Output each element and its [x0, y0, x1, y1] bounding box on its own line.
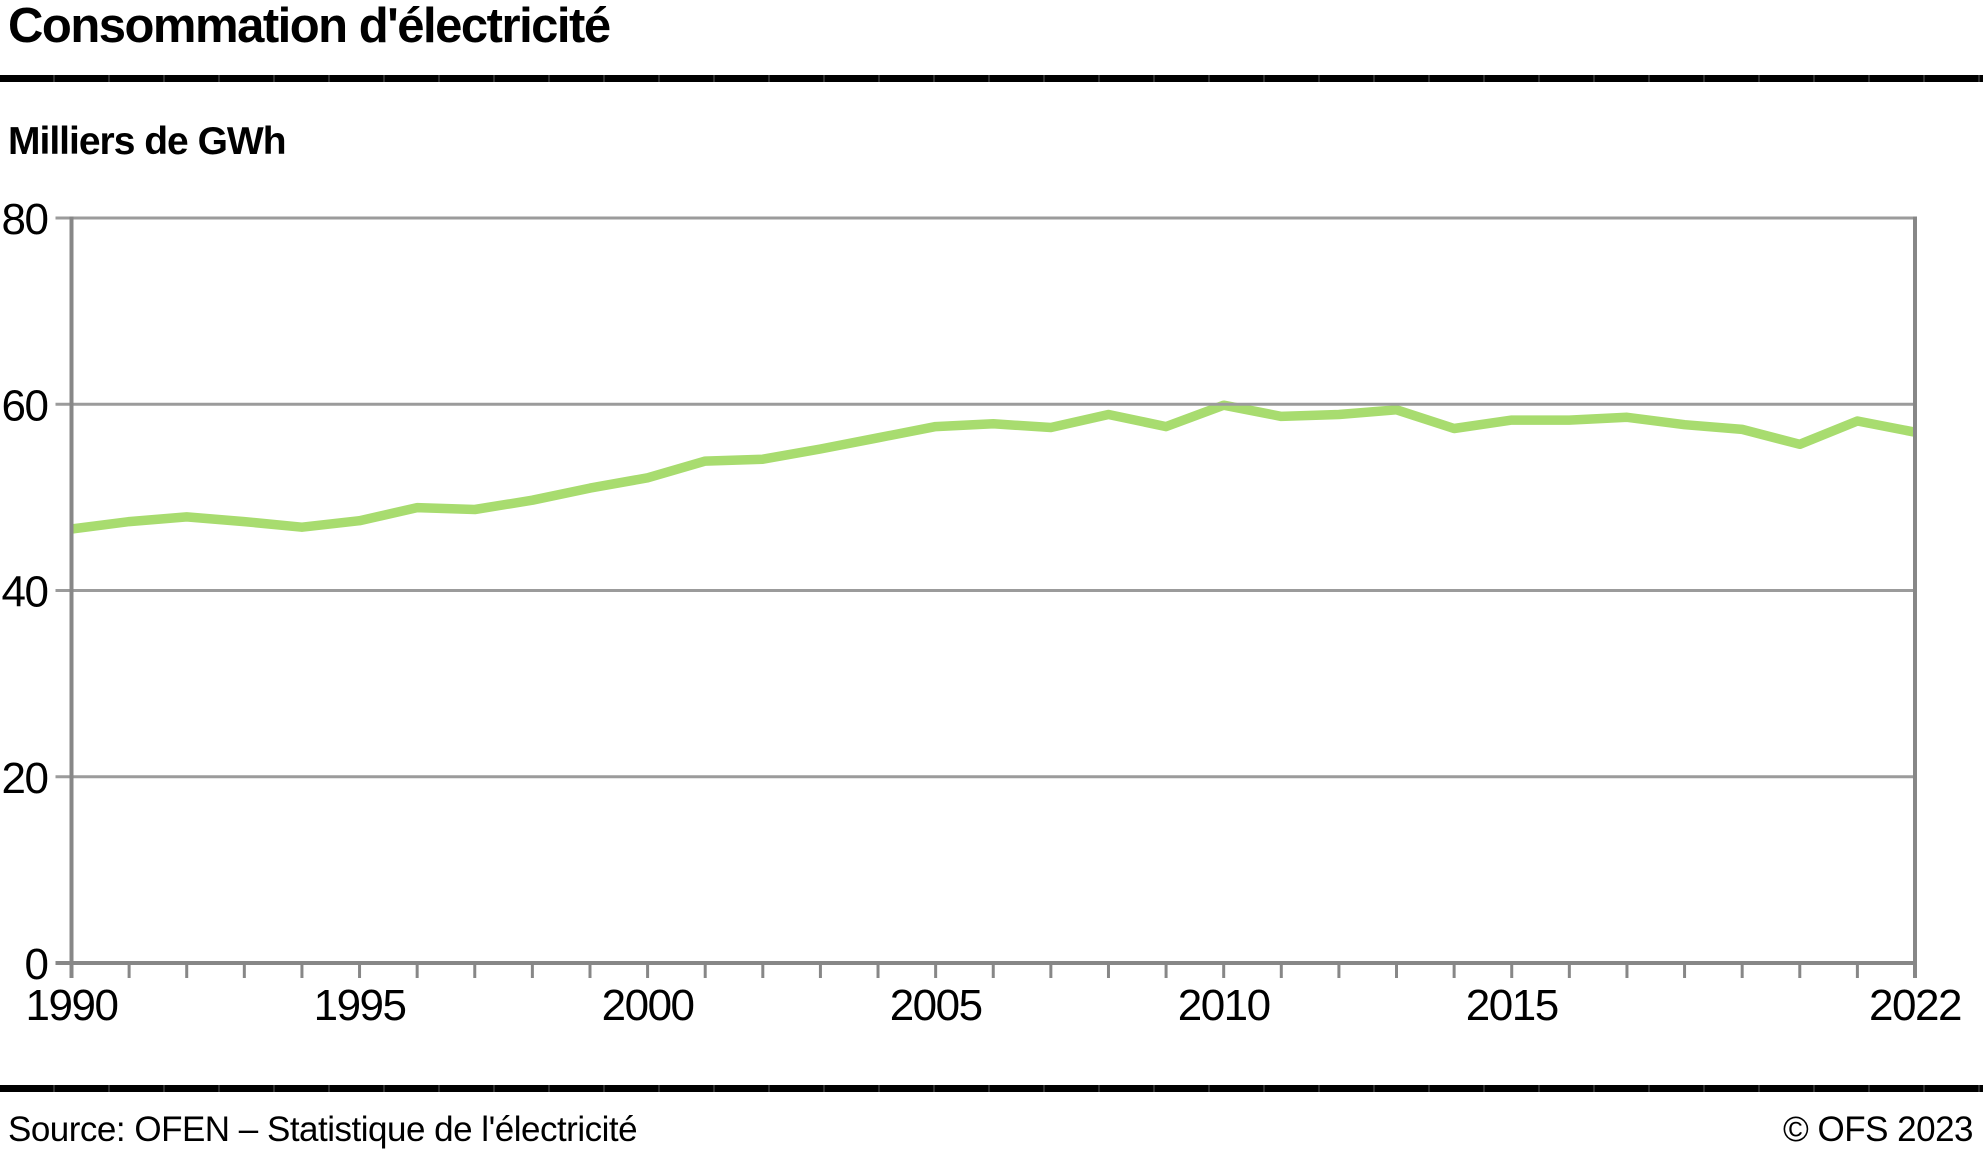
y-tick-label-80: 80: [2, 195, 48, 244]
y-axis-unit-label: Milliers de GWh: [8, 120, 287, 163]
x-tick-label-1990: 1990: [26, 981, 118, 1030]
footer-rule: [0, 1085, 1983, 1092]
y-tick-label-60: 60: [2, 381, 48, 430]
copyright-label: © OFS 2023: [1782, 1110, 1974, 1149]
x-axis-ticks: [70, 963, 1917, 978]
x-tick-label-2022: 2022: [1869, 981, 1961, 1030]
consumption-line: [70, 400, 1916, 534]
electricity-consumption-line-chart: 0 20 40 60 80 1990 1995 2000 2005 2010 2015 2022: [2, 195, 1963, 1030]
x-tick-label-2015: 2015: [1466, 981, 1558, 1030]
x-tick-labels: 1990 1995 2000 2005 2010 2015 2022: [26, 981, 1963, 1030]
y-tick-label-20: 20: [2, 754, 48, 803]
consumption-line-series: [70, 400, 1916, 534]
x-tick-label-1995: 1995: [314, 981, 406, 1030]
gridlines: [55, 216, 1915, 779]
source-label: Source: OFEN – Statistique de l'électric…: [8, 1110, 638, 1149]
y-tick-label-0: 0: [25, 940, 48, 989]
x-tick-label-2010: 2010: [1178, 981, 1270, 1030]
page-title: Consommation d'électricité: [8, 0, 611, 53]
x-tick-label-2000: 2000: [602, 981, 694, 1030]
y-tick-labels: 0 20 40 60 80: [2, 195, 49, 989]
header-rule: [0, 75, 1983, 82]
x-tick-label-2005: 2005: [890, 981, 982, 1030]
y-tick-label-40: 40: [2, 568, 48, 617]
axes: [55, 216, 1917, 978]
